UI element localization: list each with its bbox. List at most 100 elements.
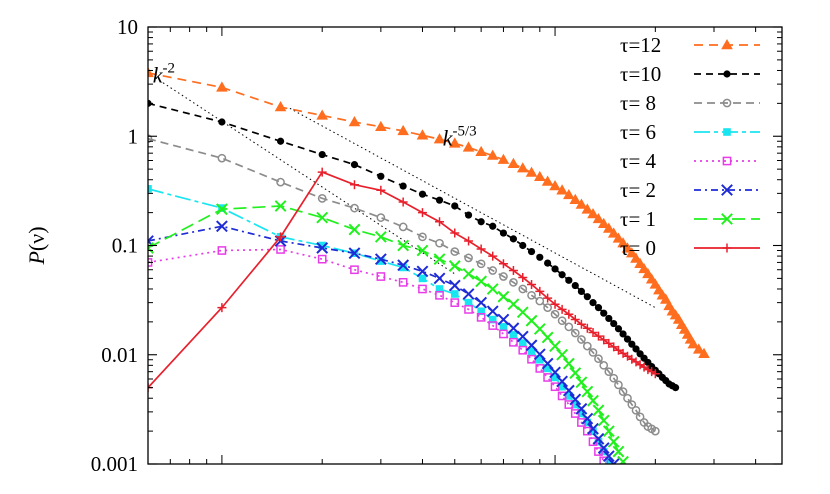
data-point xyxy=(631,405,641,415)
data-point xyxy=(374,253,387,266)
data-point xyxy=(476,259,486,269)
data-point xyxy=(612,445,625,458)
reference-line-k-5/3 xyxy=(289,107,656,309)
data-point xyxy=(617,455,629,464)
data-point xyxy=(571,281,579,290)
legend-swatch-marker xyxy=(722,243,732,253)
data-point xyxy=(650,369,660,379)
data-point xyxy=(489,222,497,230)
data-point xyxy=(497,153,510,164)
data-point xyxy=(435,290,444,300)
data-point xyxy=(543,293,553,303)
axes xyxy=(147,26,783,465)
series-5 xyxy=(148,220,620,464)
data-point xyxy=(593,331,603,341)
data-point xyxy=(518,284,528,294)
data-point xyxy=(276,245,285,254)
data-point xyxy=(583,418,592,427)
data-point xyxy=(462,141,475,152)
data-point xyxy=(462,288,475,300)
data-point xyxy=(499,329,508,339)
data-point xyxy=(397,259,410,272)
data-point xyxy=(551,265,559,273)
series-1 xyxy=(148,99,680,392)
series-line xyxy=(148,205,624,463)
data-point xyxy=(577,418,586,427)
y-tick-label: 0.001 xyxy=(91,452,138,476)
data-point xyxy=(536,253,544,261)
plot-frame xyxy=(147,26,783,465)
data-point xyxy=(435,238,444,248)
legend-label: τ= 2 xyxy=(620,178,656,202)
legend-swatch-marker xyxy=(723,128,731,136)
reference-label-k-2: k-2 xyxy=(153,61,175,88)
data-point xyxy=(450,247,460,256)
data-point xyxy=(462,267,475,280)
legend-item: τ= 8 xyxy=(620,91,760,115)
data-point xyxy=(497,290,510,303)
data-point xyxy=(398,277,408,287)
data-point xyxy=(450,228,460,238)
data-point xyxy=(604,338,614,348)
data-point xyxy=(607,227,620,238)
data-point xyxy=(316,109,328,120)
data-point xyxy=(464,253,473,263)
data-point xyxy=(587,394,599,407)
data-point xyxy=(349,180,359,190)
data-point xyxy=(433,272,446,285)
data-point xyxy=(276,177,285,187)
data-point xyxy=(451,202,459,210)
data-point xyxy=(399,182,407,190)
data-point xyxy=(435,217,445,227)
series-2 xyxy=(148,134,660,436)
data-point xyxy=(475,275,488,288)
data-point xyxy=(509,277,518,287)
reference-label-exponent: -5/3 xyxy=(452,124,476,140)
legend-swatch-marker xyxy=(721,39,733,50)
data-point xyxy=(592,404,605,417)
data-point xyxy=(518,272,528,282)
data-point xyxy=(527,247,536,256)
data-point xyxy=(527,290,536,300)
data-point xyxy=(416,265,429,278)
data-point xyxy=(544,259,552,267)
data-point xyxy=(448,260,461,272)
data-point xyxy=(556,184,568,195)
data-point xyxy=(464,211,473,219)
data-point xyxy=(448,279,461,292)
data-point xyxy=(418,274,427,283)
y-axis-label: P(ν) xyxy=(24,226,49,265)
data-point xyxy=(650,426,660,436)
data-point xyxy=(610,319,618,328)
data-point xyxy=(508,266,518,276)
y-axis-label-symbol: P xyxy=(24,251,49,265)
data-point xyxy=(376,185,386,195)
data-point xyxy=(543,364,552,373)
data-point xyxy=(215,203,228,216)
data-point xyxy=(588,348,598,357)
data-point xyxy=(632,345,640,353)
data-point xyxy=(527,347,536,355)
data-point xyxy=(600,309,608,317)
series-0 xyxy=(148,66,710,359)
data-point xyxy=(488,321,498,330)
data-point xyxy=(581,412,594,425)
data-point xyxy=(609,373,619,383)
data-point xyxy=(577,287,586,296)
data-point xyxy=(486,149,499,160)
data-point xyxy=(274,101,287,112)
data-point xyxy=(350,161,359,169)
data-point xyxy=(464,236,474,246)
reference-label-base: k xyxy=(443,126,454,151)
data-point xyxy=(614,325,623,333)
data-point xyxy=(602,450,615,463)
legend-swatch-marker xyxy=(722,98,732,108)
legend-item: τ= 0 xyxy=(620,236,760,260)
data-point xyxy=(589,427,597,435)
data-point xyxy=(556,348,569,361)
series-line xyxy=(148,248,605,462)
data-point xyxy=(148,185,152,193)
data-point xyxy=(486,283,499,295)
reference-label-exponent: -2 xyxy=(163,61,176,77)
data-point xyxy=(550,382,560,392)
